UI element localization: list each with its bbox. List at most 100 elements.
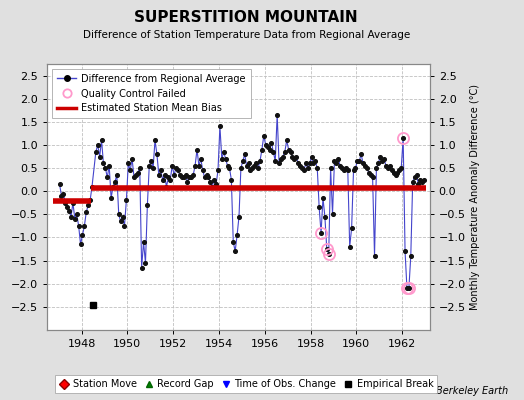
Point (241, 151, 249, 158)
Point (265, 146, 274, 153)
Point (409, 179, 417, 185)
Point (378, 158, 386, 164)
Point (145, 162, 154, 169)
Point (231, 248, 239, 254)
Point (162, 183, 171, 190)
Point (243, 162, 251, 169)
Point (157, 167, 165, 174)
Point (141, 260, 150, 266)
Point (298, 165, 306, 171)
Point (288, 153, 297, 160)
Point (342, 165, 350, 171)
Point (118, 214, 127, 220)
Point (235, 214, 243, 220)
Point (340, 167, 348, 174)
Point (380, 156, 388, 162)
Point (210, 176, 219, 183)
Point (277, 156, 285, 162)
Point (132, 172, 140, 178)
Point (416, 176, 424, 183)
Point (388, 167, 396, 174)
Point (107, 195, 115, 201)
Point (179, 174, 188, 180)
Point (57, 193, 66, 199)
Point (126, 167, 134, 174)
Point (273, 112, 281, 118)
Point (193, 146, 201, 153)
Point (332, 160, 341, 167)
Point (160, 172, 169, 178)
Point (399, 135, 407, 141)
Point (359, 160, 367, 167)
Point (80, 223, 89, 229)
Point (370, 253, 379, 259)
Point (382, 162, 390, 169)
Point (223, 162, 232, 169)
Point (181, 172, 190, 178)
Point (94, 142, 102, 148)
Point (391, 172, 400, 178)
Point (384, 165, 392, 171)
Point (300, 167, 308, 174)
Point (174, 167, 182, 174)
Point (319, 195, 327, 201)
Point (149, 165, 157, 171)
Point (285, 146, 293, 153)
Point (311, 158, 320, 164)
Point (152, 151, 161, 158)
Point (59, 190, 68, 197)
Point (147, 158, 156, 164)
Point (82, 209, 91, 215)
Point (321, 214, 329, 220)
Point (334, 156, 342, 162)
Text: Berkeley Earth: Berkeley Earth (436, 386, 508, 396)
Point (418, 179, 427, 185)
Point (324, 250, 333, 257)
Point (250, 162, 258, 169)
Point (244, 160, 253, 167)
Point (183, 179, 192, 185)
Point (227, 176, 236, 183)
Point (199, 167, 207, 174)
Point (246, 167, 255, 174)
Point (414, 181, 422, 188)
Point (393, 170, 401, 176)
Point (344, 167, 352, 174)
Point (99, 160, 107, 167)
Point (395, 167, 403, 174)
Point (252, 160, 260, 167)
Point (336, 162, 344, 169)
Point (176, 172, 184, 178)
Point (136, 165, 144, 171)
Point (361, 162, 369, 169)
Point (308, 153, 316, 160)
Point (248, 165, 257, 171)
Point (329, 211, 337, 218)
Point (216, 123, 224, 130)
Point (309, 160, 318, 167)
Point (187, 174, 195, 180)
Point (271, 158, 279, 164)
Point (292, 153, 300, 160)
Point (212, 181, 220, 188)
Point (206, 179, 214, 185)
Legend: Station Move, Record Gap, Time of Obs. Change, Empirical Break: Station Move, Record Gap, Time of Obs. C… (56, 375, 437, 393)
Point (323, 246, 331, 252)
Point (65, 208, 73, 214)
Point (101, 165, 110, 171)
Point (267, 140, 276, 146)
Text: SUPERSTITION MOUNTAIN: SUPERSTITION MOUNTAIN (135, 10, 358, 25)
Point (259, 132, 268, 139)
Point (116, 218, 125, 224)
Point (345, 244, 354, 250)
Point (164, 174, 172, 180)
Point (347, 225, 356, 232)
Point (355, 158, 364, 164)
Point (389, 170, 398, 176)
Legend: Difference from Regional Average, Quality Control Failed, Estimated Station Mean: Difference from Regional Average, Qualit… (52, 69, 250, 118)
Point (158, 176, 167, 183)
Point (407, 253, 415, 259)
Point (111, 179, 119, 185)
Point (317, 230, 325, 236)
Point (351, 165, 359, 171)
